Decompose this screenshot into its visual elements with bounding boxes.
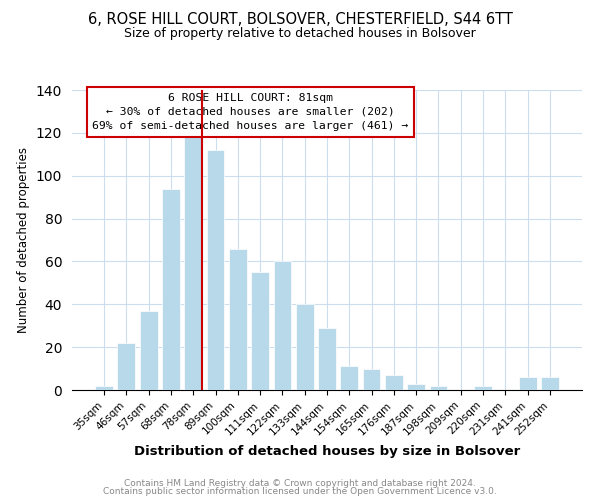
Bar: [474, 386, 492, 390]
Text: Contains public sector information licensed under the Open Government Licence v3: Contains public sector information licen…: [103, 487, 497, 496]
Bar: [407, 384, 425, 390]
Bar: [184, 137, 202, 390]
Bar: [430, 386, 448, 390]
Bar: [362, 368, 380, 390]
Bar: [296, 304, 314, 390]
Text: 6 ROSE HILL COURT: 81sqm
← 30% of detached houses are smaller (202)
69% of semi-: 6 ROSE HILL COURT: 81sqm ← 30% of detach…: [92, 93, 409, 131]
Bar: [274, 262, 292, 390]
Bar: [340, 366, 358, 390]
X-axis label: Distribution of detached houses by size in Bolsover: Distribution of detached houses by size …: [134, 445, 520, 458]
Y-axis label: Number of detached properties: Number of detached properties: [17, 147, 31, 333]
Bar: [95, 386, 113, 390]
Bar: [229, 248, 247, 390]
Bar: [206, 150, 224, 390]
Bar: [251, 272, 269, 390]
Bar: [118, 343, 136, 390]
Bar: [518, 377, 536, 390]
Bar: [318, 328, 336, 390]
Text: Contains HM Land Registry data © Crown copyright and database right 2024.: Contains HM Land Registry data © Crown c…: [124, 478, 476, 488]
Bar: [541, 377, 559, 390]
Text: 6, ROSE HILL COURT, BOLSOVER, CHESTERFIELD, S44 6TT: 6, ROSE HILL COURT, BOLSOVER, CHESTERFIE…: [88, 12, 512, 28]
Bar: [162, 188, 180, 390]
Text: Size of property relative to detached houses in Bolsover: Size of property relative to detached ho…: [124, 28, 476, 40]
Bar: [140, 310, 158, 390]
Bar: [385, 375, 403, 390]
